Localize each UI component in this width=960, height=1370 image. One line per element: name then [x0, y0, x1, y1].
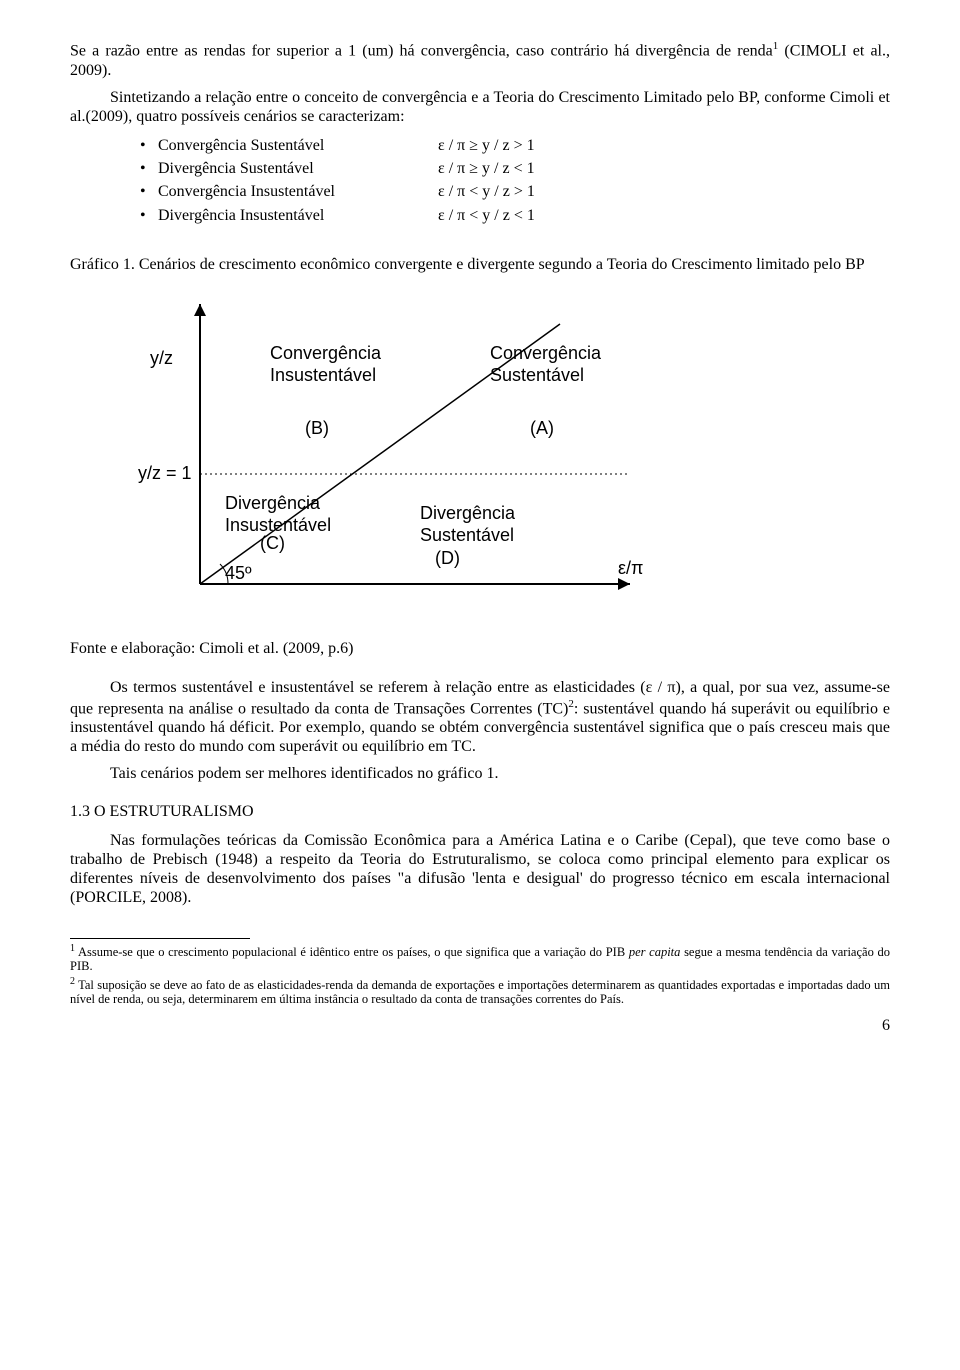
scenario-label: Convergência Insustentável	[158, 182, 438, 201]
para1-text: Se a razão entre as rendas for superior …	[70, 42, 773, 59]
para2-text: Sintetizando a relação entre o conceito …	[70, 89, 890, 125]
svg-text:Convergência: Convergência	[490, 343, 602, 363]
chart-source: Fonte e elaboração: Cimoli et al. (2009,…	[70, 639, 890, 658]
svg-text:ε/π: ε/π	[618, 558, 643, 578]
bullet-icon: •	[140, 136, 158, 155]
paragraph-scenarios-ref: Tais cenários podem ser melhores identif…	[70, 764, 890, 783]
footnote-separator	[70, 938, 250, 939]
svg-text:(D): (D)	[435, 548, 460, 568]
scenario-condition: ε / π ≥ y / z < 1	[438, 159, 890, 178]
paragraph-synthesis: Sintetizando a relação entre o conceito …	[70, 88, 890, 126]
svg-text:Sustentável: Sustentável	[490, 365, 584, 385]
paragraph-terms: Os termos sustentável e insustentável se…	[70, 678, 890, 756]
scenarios-list: • Convergência Sustentável ε / π ≥ y / z…	[140, 136, 890, 225]
scenario-row: • Divergência Insustentável ε / π < y / …	[140, 206, 890, 225]
scenario-row: • Convergência Sustentável ε / π ≥ y / z…	[140, 136, 890, 155]
scenario-condition: ε / π < y / z > 1	[438, 182, 890, 201]
page-number: 6	[70, 1016, 890, 1035]
svg-text:Divergência: Divergência	[225, 493, 321, 513]
bullet-icon: •	[140, 159, 158, 178]
footnote-1-a: Assume-se que o crescimento populacional…	[75, 945, 629, 959]
bullet-icon: •	[140, 182, 158, 201]
svg-text:(B): (B)	[305, 418, 329, 438]
section-heading-1-3: 1.3 O ESTRUTURALISMO	[70, 802, 890, 821]
svg-text:(C): (C)	[260, 533, 285, 553]
svg-text:Insustentável: Insustentável	[270, 365, 376, 385]
footnote-2-text: Tal suposição se deve ao fato de as elas…	[70, 978, 890, 1006]
svg-text:y/z: y/z	[150, 348, 173, 368]
svg-text:Insustentável: Insustentável	[225, 515, 331, 535]
scenario-row: • Divergência Sustentável ε / π ≥ y / z …	[140, 159, 890, 178]
diagram-svg: y/zy/z = 1ε/π45ºConvergênciaInsustentáve…	[130, 284, 650, 624]
svg-text:Divergência: Divergência	[420, 503, 516, 523]
svg-text:Convergência: Convergência	[270, 343, 382, 363]
svg-text:45º: 45º	[225, 563, 252, 583]
svg-text:(A): (A)	[530, 418, 554, 438]
scenario-condition: ε / π ≥ y / z > 1	[438, 136, 890, 155]
scenario-condition: ε / π < y / z < 1	[438, 206, 890, 225]
paragraph-estruturalismo: Nas formulações teóricas da Comissão Eco…	[70, 831, 890, 908]
scenario-label: Divergência Insustentável	[158, 206, 438, 225]
scenario-row: • Convergência Insustentável ε / π < y /…	[140, 182, 890, 201]
scenario-label: Divergência Sustentável	[158, 159, 438, 178]
scenario-label: Convergência Sustentável	[158, 136, 438, 155]
svg-text:y/z = 1: y/z = 1	[138, 463, 192, 483]
footnote-1-italic: per capita	[629, 945, 681, 959]
paragraph-intro: Se a razão entre as rendas for superior …	[70, 40, 890, 80]
footnote-2: 2 Tal suposição se deve ao fato de as el…	[70, 976, 890, 1007]
svg-text:Sustentável: Sustentável	[420, 525, 514, 545]
bullet-icon: •	[140, 206, 158, 225]
growth-scenarios-diagram: y/zy/z = 1ε/π45ºConvergênciaInsustentáve…	[130, 284, 890, 629]
chart-caption: Gráfico 1. Cenários de crescimento econô…	[70, 255, 890, 274]
footnote-1: 1 Assume-se que o crescimento populacion…	[70, 943, 890, 974]
